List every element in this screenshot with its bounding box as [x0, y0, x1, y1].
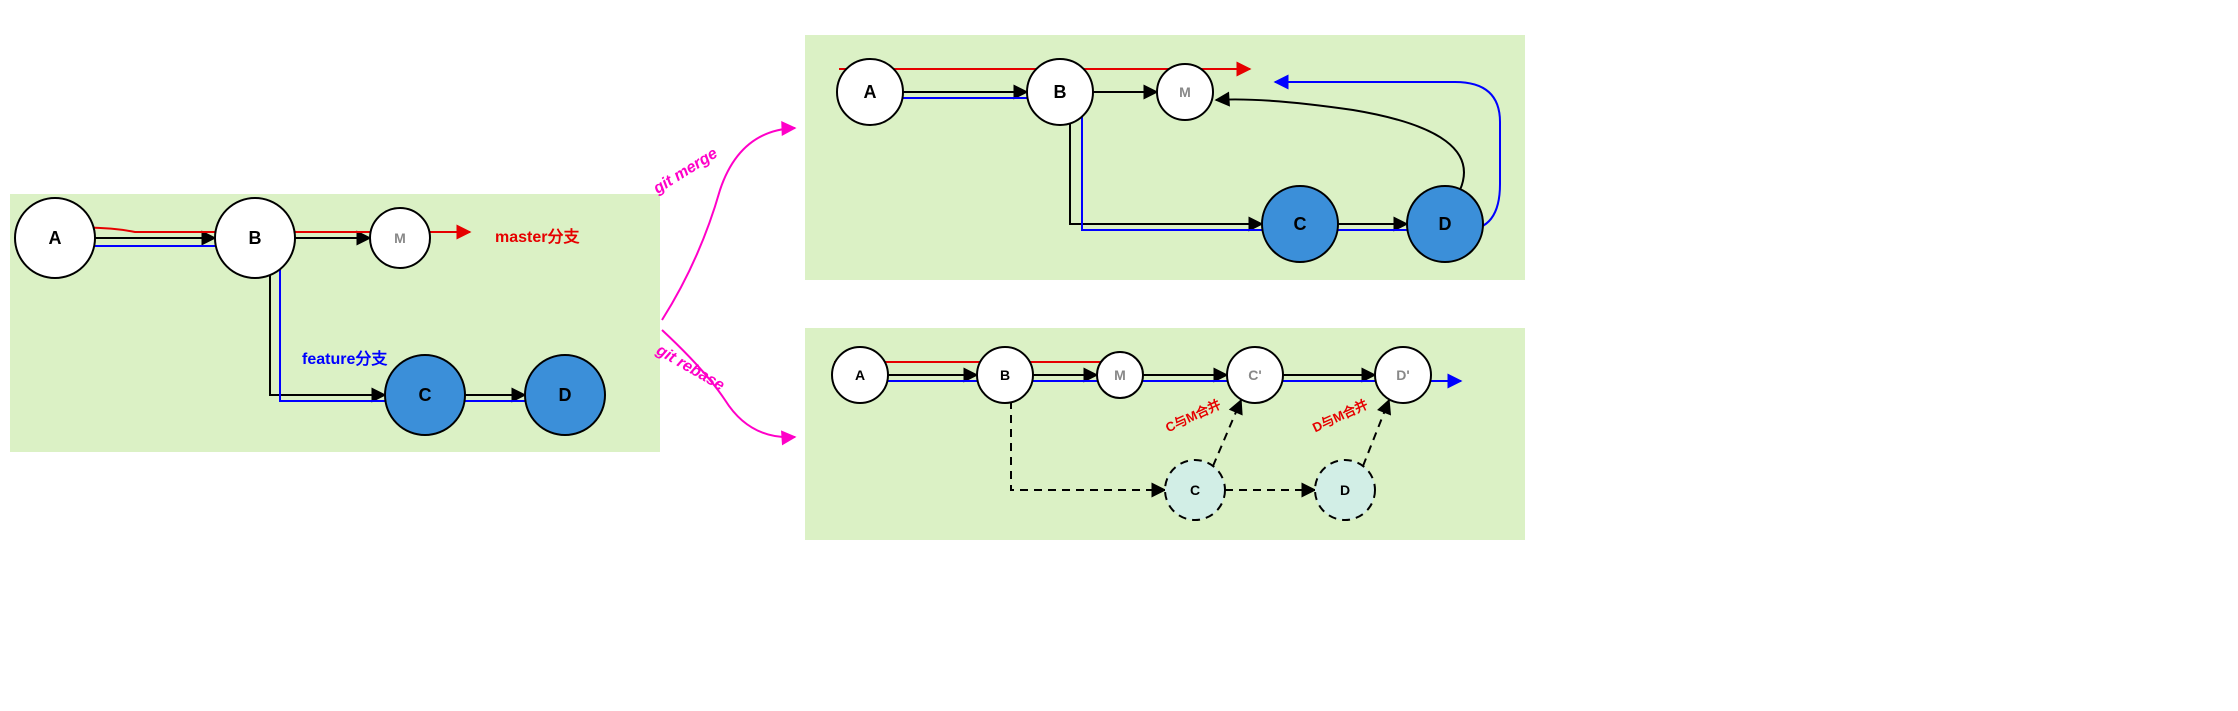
- node-label-M: M: [1179, 84, 1191, 100]
- node-label-A: A: [864, 82, 877, 102]
- node-label-B: B: [249, 228, 262, 248]
- node-label-C': C': [1248, 367, 1261, 383]
- pink-connectors: git merge git rebase: [650, 128, 795, 437]
- master-branch-label: master分支: [495, 227, 580, 246]
- node-label-C: C: [1190, 482, 1200, 498]
- node-label-C: C: [419, 385, 432, 405]
- node-label-M: M: [394, 230, 406, 246]
- node-label-D: D: [559, 385, 572, 405]
- node-label-D: D: [1439, 214, 1452, 234]
- git-merge-rebase-diagram: master分支 feature分支 A B M C Dgit merge git rebas…: [0, 0, 2238, 711]
- node-label-B: B: [1000, 367, 1010, 383]
- git-merge-label: git merge: [650, 145, 721, 198]
- git-rebase-label: git rebase: [652, 341, 727, 394]
- node-label-C: C: [1294, 214, 1307, 234]
- node-label-D': D': [1396, 367, 1409, 383]
- node-label-A: A: [49, 228, 62, 248]
- feature-branch-label: feature分支: [302, 349, 388, 368]
- node-label-A: A: [855, 367, 865, 383]
- node-label-B: B: [1054, 82, 1067, 102]
- node-label-M: M: [1114, 367, 1126, 383]
- node-label-D: D: [1340, 482, 1350, 498]
